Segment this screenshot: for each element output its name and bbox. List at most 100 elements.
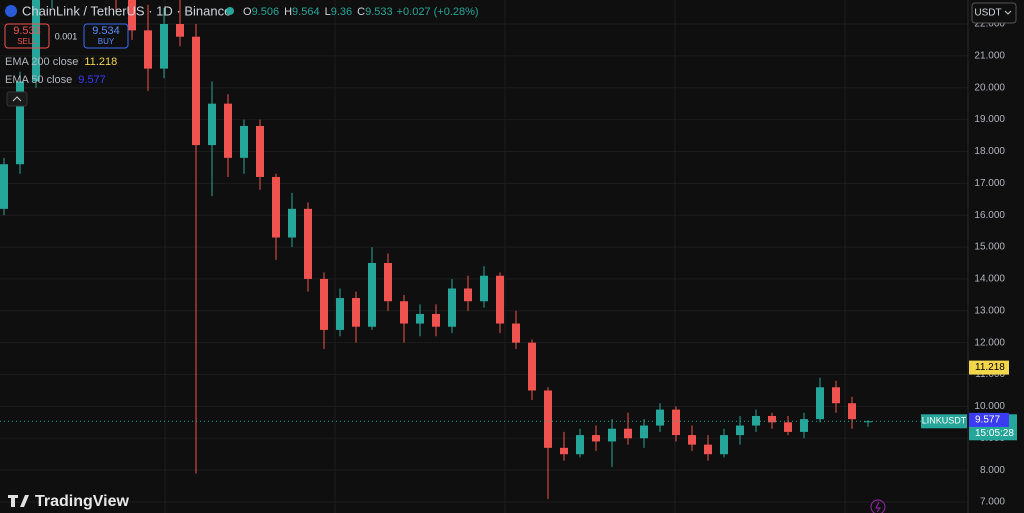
candle-body [736,425,744,436]
candle-body [144,30,152,69]
candle-body [592,435,600,442]
buy-price: 9.534 [92,25,120,37]
indicator: EMA 200 close 11.218 [5,56,117,68]
y-tick-label: 7.000 [980,497,1005,508]
collapse-button[interactable] [6,91,28,107]
candle-body [176,23,184,37]
indicator-tag [969,360,1009,375]
symbol-title[interactable]: ChainLink / TetherUS · 1D · Binance [22,3,231,18]
y-tick-label: 22.000 [974,19,1005,30]
candle-body [704,444,712,455]
ohlc-value: 9.36 [331,6,352,18]
currency: USDT [974,8,1001,19]
indicator-name: EMA 200 close [5,56,78,68]
candle-body [720,435,728,455]
candle-body [336,298,344,330]
buy-button[interactable] [83,23,129,49]
candle-body [128,0,136,31]
y-tick-label: 20.000 [974,82,1005,93]
indicator: EMA 50 close 9.577 [5,74,106,86]
candle-body [384,263,392,302]
indicator-name: EMA 50 close [5,74,72,86]
candle-body [800,419,808,432]
indicator-tag-text: 11.218 [975,362,1005,373]
y-tick-label: 8.000 [980,465,1005,476]
candle-body [608,428,616,442]
y-tick-label: 15.000 [974,242,1005,253]
alert-icon[interactable] [870,499,886,513]
collapse-icon [12,96,22,102]
logo-icon [8,495,29,507]
y-tick-label: 12.000 [974,337,1005,348]
indicator-value: 11.218 [84,56,117,68]
logo-text: TradingView [35,493,130,510]
ohlc-legend: O9.506 H9.564 L9.36 C9.533 +0.027 (+0.28%) [243,6,479,18]
y-tick-label: 18.000 [974,146,1005,157]
candle-body [576,435,584,455]
candle-body [352,298,360,327]
ohlc-label: H [284,6,292,18]
candle-body [512,323,520,343]
candle-body [768,415,776,423]
ohlc-value: 9.506 [252,6,280,18]
candle-body [656,409,664,426]
ohlc-label: C [357,6,365,18]
sell-price: 9.533 [13,25,41,37]
sell-label: SELL [17,37,37,46]
candle-body [208,103,216,146]
ohlc-value: 9.564 [292,6,320,18]
candle-body [288,208,296,238]
symbol-tag [921,414,967,429]
currency-caret [1004,10,1012,15]
indicator-value: 9.577 [78,74,106,86]
candle-body [848,403,856,420]
candle-body [192,36,200,146]
sell-button[interactable] [4,23,50,49]
candle-body [528,342,536,391]
y-tick-label: 11.000 [975,369,1005,380]
candle-body [368,263,376,327]
candle-body [272,176,280,238]
y-tick-label: 14.000 [974,274,1005,285]
indicator-tag-text: 9.577 [975,415,1000,426]
y-tick-label: 13.000 [974,305,1005,316]
candle-body [480,275,488,302]
candle-body [544,390,552,448]
candle-body [784,422,792,432]
y-tick-label: 10.000 [974,401,1005,412]
alert-bolt [875,501,881,513]
status-dot [226,7,234,15]
plot-area [0,0,872,499]
candle-body [688,435,696,445]
candle-body [32,0,40,82]
symbol-tag-text: LINKUSDT [922,416,967,426]
ohlc-value: 9.533 [365,6,393,18]
buy-label: BUY [98,37,115,46]
candle-body [672,409,680,436]
candle-body [16,81,24,165]
candle-body [304,208,312,279]
change: +0.027 (+0.28%) [397,6,479,18]
symbol-icon [5,5,17,17]
y-tick-label: 16.000 [974,210,1005,221]
candle-body [160,23,168,69]
ohlc-label: L [325,6,331,18]
candle-body [752,415,760,426]
indicator-tag [969,412,1009,427]
ohlc-label: O [243,6,252,18]
candle-body [560,447,568,455]
y-tick-label: 17.000 [974,178,1005,189]
candle-body [240,125,248,158]
candle-body [464,288,472,302]
currency-button[interactable] [971,2,1017,24]
y-tick-label: 21.000 [974,51,1005,62]
candle-body [224,103,232,158]
candle-body [320,278,328,330]
candle-body [640,425,648,439]
candle-body [256,125,264,177]
price-axis: 7.0008.0009.00010.00011.00012.00013.0001… [974,19,1005,508]
